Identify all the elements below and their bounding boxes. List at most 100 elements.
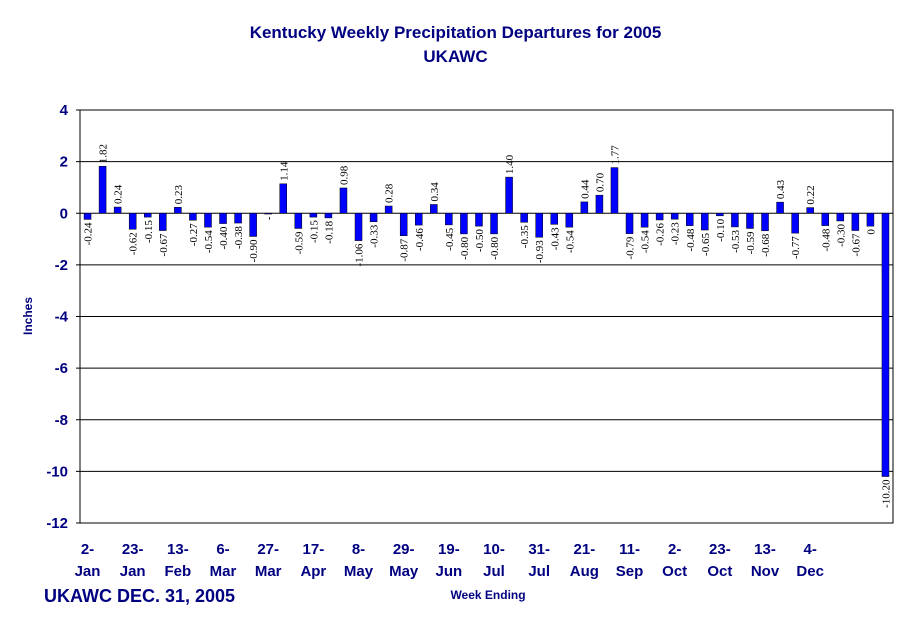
data-label: -0.65 bbox=[700, 233, 712, 256]
bar bbox=[204, 213, 212, 228]
x-tick-label: 13- bbox=[167, 541, 189, 558]
data-label: -0.43 bbox=[549, 227, 561, 250]
bar bbox=[415, 213, 423, 226]
data-label: 0.23 bbox=[173, 185, 185, 205]
x-tick-label: Mar bbox=[210, 563, 237, 580]
data-label: -0.59 bbox=[745, 231, 757, 254]
gridlines bbox=[80, 109, 893, 524]
bar bbox=[159, 213, 167, 231]
data-label: - bbox=[263, 216, 275, 220]
bar bbox=[625, 213, 634, 234]
x-tick-label: 4- bbox=[804, 541, 817, 558]
data-label: -0.24 bbox=[83, 222, 95, 245]
data-label: -0.27 bbox=[188, 223, 200, 246]
bar bbox=[746, 213, 754, 229]
bar bbox=[655, 213, 664, 221]
x-tick-label: May bbox=[344, 563, 374, 580]
data-label: -0.54 bbox=[203, 230, 215, 253]
bar bbox=[535, 213, 543, 238]
x-tick-label: Jan bbox=[120, 563, 146, 580]
bar bbox=[791, 213, 799, 234]
x-tick-label: Dec bbox=[796, 563, 824, 580]
data-label: -0.48 bbox=[685, 228, 697, 251]
x-tick-label: Aug bbox=[570, 563, 599, 580]
y-tick-label: -4 bbox=[55, 309, 69, 326]
bar bbox=[640, 213, 649, 228]
bar bbox=[866, 213, 875, 227]
data-label: 0.34 bbox=[429, 182, 441, 202]
bar bbox=[83, 213, 92, 220]
bar bbox=[234, 213, 242, 224]
data-label: -0.50 bbox=[474, 229, 486, 252]
data-label: -0.46 bbox=[414, 228, 426, 251]
x-tick-label: 13- bbox=[754, 541, 776, 558]
bar bbox=[716, 213, 724, 217]
x-tick-label: Jul bbox=[528, 563, 550, 580]
y-tick-label: -10 bbox=[46, 463, 68, 480]
bar bbox=[264, 213, 272, 215]
x-axis-label: Week Ending bbox=[450, 588, 525, 602]
data-label: -0.18 bbox=[323, 220, 335, 243]
y-tick-label: -12 bbox=[46, 515, 68, 532]
x-tick-label: 6- bbox=[216, 541, 229, 558]
x-tick-label: 19- bbox=[438, 541, 460, 558]
y-tick-label: -8 bbox=[55, 412, 68, 429]
x-tick-label: Oct bbox=[707, 563, 732, 580]
x-tick-label: 21- bbox=[574, 541, 596, 558]
bar bbox=[128, 213, 137, 230]
data-label: -0.90 bbox=[248, 239, 260, 262]
x-tick-label: 27- bbox=[257, 541, 279, 558]
data-label: -0.67 bbox=[158, 233, 170, 256]
data-label: -0.54 bbox=[564, 230, 576, 253]
bar bbox=[580, 201, 589, 214]
bar bbox=[701, 213, 709, 231]
bar bbox=[399, 213, 408, 236]
data-label: -0.59 bbox=[293, 231, 305, 254]
x-tick-label: Apr bbox=[300, 563, 326, 580]
x-tick-label: Jul bbox=[483, 563, 505, 580]
data-label: 1.14 bbox=[278, 161, 290, 181]
bar bbox=[806, 207, 814, 214]
x-tick-label: Feb bbox=[165, 563, 192, 580]
x-tick-label: 23- bbox=[122, 541, 144, 558]
data-label: -0.15 bbox=[143, 220, 155, 243]
x-tick-label: 31- bbox=[528, 541, 550, 558]
data-label: -0.40 bbox=[218, 226, 230, 249]
bar bbox=[189, 213, 197, 221]
data-label: 1.82 bbox=[98, 144, 110, 163]
y-tick-label: -2 bbox=[55, 257, 68, 274]
bar bbox=[430, 204, 438, 214]
data-label: -0.48 bbox=[820, 228, 832, 251]
bar bbox=[851, 213, 860, 231]
data-label: -0.15 bbox=[308, 220, 320, 243]
data-label: 0.43 bbox=[775, 179, 787, 199]
data-label: -0.45 bbox=[444, 227, 456, 250]
bar bbox=[174, 207, 182, 214]
data-label: -0.93 bbox=[534, 240, 546, 263]
bar bbox=[490, 213, 498, 235]
bar bbox=[595, 194, 604, 214]
data-label: -0.38 bbox=[233, 226, 245, 249]
bar bbox=[354, 213, 363, 241]
data-label: -0.23 bbox=[670, 222, 682, 245]
data-label: -0.68 bbox=[760, 233, 772, 256]
bar bbox=[686, 213, 694, 226]
bar bbox=[610, 167, 619, 214]
bar bbox=[144, 213, 152, 218]
y-tick-label: -6 bbox=[55, 360, 68, 377]
x-tick-label: 17- bbox=[303, 541, 325, 558]
data-label: -0.79 bbox=[625, 236, 637, 259]
bar bbox=[670, 213, 679, 220]
x-tick-label: Jun bbox=[436, 563, 463, 580]
bar bbox=[279, 183, 287, 214]
bar bbox=[881, 213, 890, 477]
data-label: -0.33 bbox=[369, 224, 381, 247]
y-tick-label: 2 bbox=[60, 154, 68, 171]
bar bbox=[505, 176, 513, 214]
x-tick-label: 10- bbox=[483, 541, 505, 558]
bar bbox=[460, 213, 468, 235]
data-label: -0.67 bbox=[850, 233, 862, 256]
chart-title: Kentucky Weekly Precipitation Departures… bbox=[249, 23, 662, 42]
x-tick-label: 11- bbox=[619, 541, 640, 558]
data-label: -10.20 bbox=[880, 479, 892, 508]
